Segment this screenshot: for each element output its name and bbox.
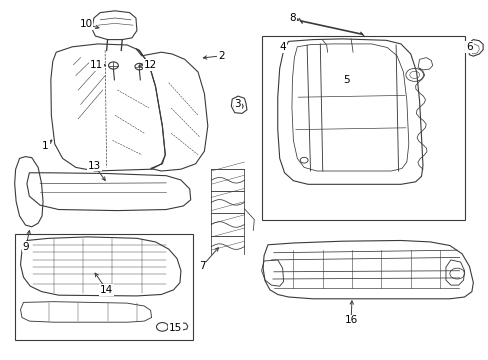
Bar <box>15 234 193 340</box>
Text: 6: 6 <box>465 42 472 52</box>
Text: 10: 10 <box>80 19 92 30</box>
Text: 7: 7 <box>198 261 205 271</box>
Text: 5: 5 <box>342 75 349 85</box>
Text: 8: 8 <box>288 13 295 23</box>
Text: 4: 4 <box>279 42 285 52</box>
Text: 14: 14 <box>100 285 113 295</box>
Text: 12: 12 <box>143 60 157 70</box>
Text: 11: 11 <box>90 60 103 70</box>
Text: 3: 3 <box>234 99 241 109</box>
Bar <box>261 36 464 220</box>
Text: 13: 13 <box>87 161 101 171</box>
Text: 15: 15 <box>168 323 182 333</box>
Text: 16: 16 <box>344 315 357 325</box>
Text: 9: 9 <box>22 242 29 252</box>
Text: 2: 2 <box>218 51 224 61</box>
Text: 1: 1 <box>42 141 49 151</box>
